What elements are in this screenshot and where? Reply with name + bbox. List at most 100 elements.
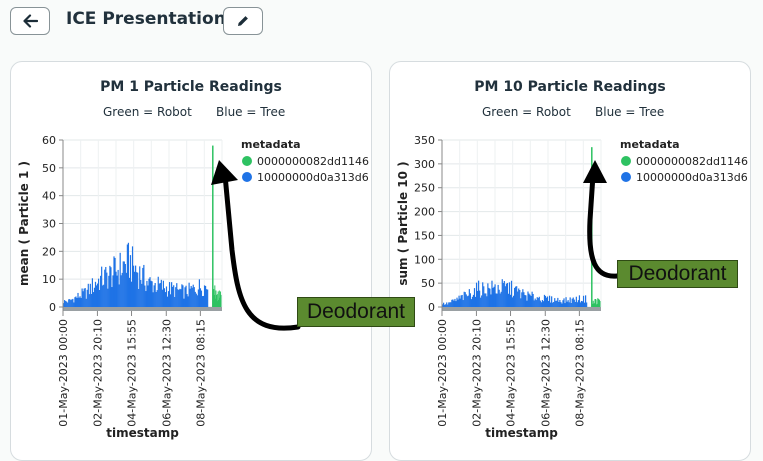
bar-tree (506, 283, 509, 307)
bar-tree (481, 295, 483, 307)
bar-tree (143, 264, 145, 307)
bar-tree (136, 272, 138, 307)
bar-tree (118, 284, 120, 307)
bar-tree (561, 303, 563, 307)
bar-tree (123, 261, 125, 307)
edit-button[interactable] (223, 7, 263, 35)
bar-tree (126, 244, 128, 307)
bar-tree (144, 285, 146, 307)
bar-tree (175, 287, 177, 307)
bar-tree (67, 302, 69, 307)
bar-tree (577, 300, 580, 307)
bar-tree (456, 297, 458, 307)
bar-tree (184, 287, 186, 307)
bar-tree (581, 301, 584, 307)
bar-tree (562, 300, 564, 307)
bar-tree (187, 296, 189, 307)
bar-tree (466, 296, 468, 307)
bar-tree (139, 266, 141, 307)
bar-tree (484, 293, 486, 307)
bar-tree (555, 300, 557, 307)
bar-tree (141, 283, 143, 307)
bar-tree (496, 293, 498, 307)
bar-tree (489, 288, 491, 307)
bar-tree (550, 302, 552, 307)
bar-tree (177, 289, 179, 307)
bar-tree (545, 297, 548, 307)
bar-tree (518, 288, 520, 307)
bar-tree (95, 285, 98, 307)
bar-tree (492, 287, 494, 307)
bar-tree (196, 295, 198, 307)
top-bar: ICE Presentation (0, 0, 763, 44)
bar-tree (473, 288, 476, 307)
bar-tree (471, 296, 474, 307)
bar-tree (121, 272, 123, 307)
bar-tree (135, 265, 137, 307)
bar-tree (154, 283, 156, 307)
bar-tree (469, 293, 471, 307)
bar-tree (99, 290, 101, 307)
bar-tree (112, 275, 114, 307)
bar-tree (579, 302, 582, 307)
legend-note-tree: Blue = Tree (595, 105, 665, 119)
bar-tree (450, 302, 452, 307)
bar-tree (530, 295, 532, 307)
bar-robot-spike (212, 145, 214, 307)
bar-tree (130, 281, 133, 307)
bar-tree (74, 297, 76, 307)
bar-robot (596, 304, 598, 307)
bar-tree (207, 289, 209, 307)
bar-tree (70, 300, 72, 307)
bar-tree (495, 293, 497, 307)
bar-tree (156, 290, 158, 307)
bar-tree (529, 294, 531, 307)
bar-tree (113, 256, 115, 307)
bar-tree (120, 275, 122, 307)
legend-label: 10000000d0a313d6 (257, 171, 369, 184)
bar-tree (199, 288, 202, 307)
y-axis-title: sum ( Particle 10 ) (396, 161, 410, 285)
x-axis-title: timestamp (106, 426, 179, 440)
x-tick-label: 06-May-2023 12:30 (539, 319, 552, 427)
bar-tree (447, 304, 449, 307)
bar-robot (593, 303, 595, 307)
bar-robot (599, 300, 601, 307)
bar-tree (565, 297, 567, 307)
bar-robot (216, 294, 218, 307)
legend-label: 0000000082dd1146 (257, 155, 369, 168)
bar-robot (217, 294, 219, 307)
y-tick-label: 30 (42, 218, 56, 231)
bar-tree (566, 301, 568, 307)
back-button[interactable] (10, 7, 50, 35)
bar-tree (200, 290, 203, 307)
bar-tree (546, 296, 549, 307)
bar-tree (166, 296, 169, 307)
bar-tree (465, 294, 467, 307)
bar-tree (197, 289, 199, 307)
bar-robot-spike (591, 147, 593, 307)
bar-tree (157, 276, 159, 307)
bar-tree (567, 300, 569, 307)
bar-tree (534, 298, 536, 307)
bar-tree (186, 294, 188, 307)
bar-tree (138, 288, 140, 307)
bar-tree (500, 291, 502, 307)
bar-tree (78, 297, 80, 307)
bar-tree (116, 275, 118, 307)
bar-tree (520, 298, 522, 307)
bar-tree (76, 297, 78, 307)
bar-tree (185, 285, 187, 307)
chart-title: PM 10 Particle Readings (474, 79, 666, 95)
bar-robot (215, 290, 217, 307)
chart-pm1: 0 10 20 30 40 50 60 01-May-2023 00:00 02-May-202… (17, 134, 369, 440)
y-tick-label: 20 (42, 245, 56, 258)
bar-tree (201, 296, 204, 307)
bar-robot (596, 303, 598, 307)
bar-tree (552, 302, 554, 307)
legend-title: metadata (620, 138, 680, 151)
bar-robot (597, 298, 599, 307)
bar-tree (107, 288, 109, 307)
bar-tree (180, 289, 182, 307)
x-tick-label: 01-May-2023 00:00 (57, 319, 70, 427)
